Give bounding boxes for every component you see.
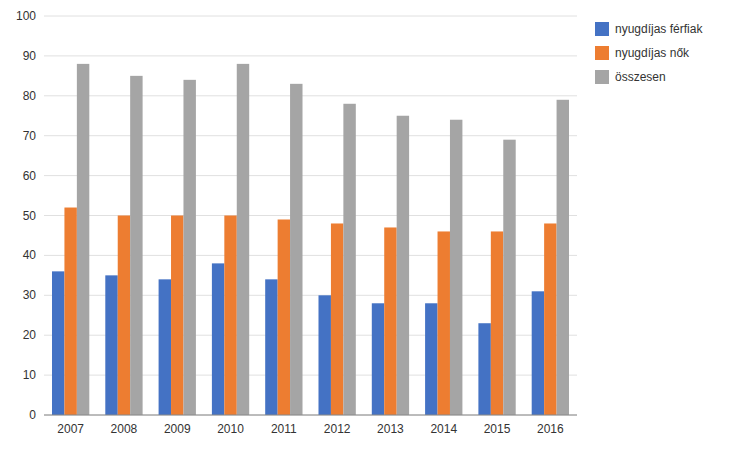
bar <box>265 279 277 415</box>
grid-line <box>44 95 577 96</box>
bar <box>64 208 76 415</box>
bar <box>450 120 462 415</box>
x-tick-label: 2011 <box>271 422 297 436</box>
grid-line <box>44 135 577 136</box>
y-axis: 0 10 20 30 40 50 60 70 80 90 100 <box>16 9 577 422</box>
bar <box>438 231 450 415</box>
bar <box>425 303 437 415</box>
bar <box>532 291 544 415</box>
y-tick-label: 100 <box>16 9 36 23</box>
bar <box>343 104 355 415</box>
bar <box>212 263 224 415</box>
legend-swatch <box>595 70 609 84</box>
legend-swatch <box>595 22 609 36</box>
chart-container: 0102030405060708090100200720082009201020… <box>0 0 752 451</box>
bar <box>118 216 130 416</box>
x-axis-line <box>44 415 577 416</box>
x-axis: 2007 2008 2009 2010 2011 2012 2013 2014 2015 2016 <box>44 415 577 436</box>
y-tick-label: 80 <box>23 89 37 103</box>
bar <box>224 216 236 416</box>
bar <box>478 323 490 415</box>
x-tick-label: 2013 <box>377 422 404 436</box>
grid-line <box>44 55 577 56</box>
bar <box>130 76 142 415</box>
legend-label: nyugdíjas nők <box>615 46 690 60</box>
bar <box>290 84 302 415</box>
x-tick-label: 2016 <box>537 422 564 436</box>
bar <box>331 223 343 415</box>
chart: 0102030405060708090100200720082009201020… <box>0 0 752 451</box>
grid-line <box>44 415 577 416</box>
x-tick-label: 2010 <box>217 422 244 436</box>
bar <box>384 227 396 415</box>
legend-label: nyugdíjas férfiak <box>615 22 703 36</box>
bar <box>52 271 64 415</box>
x-tick-label: 2007 <box>57 422 84 436</box>
y-tick-label: 0 <box>29 408 36 422</box>
bar <box>557 100 569 415</box>
bar <box>237 64 249 415</box>
y-tick-label: 10 <box>23 368 37 382</box>
bar <box>183 80 195 415</box>
x-tick-label: 2008 <box>111 422 138 436</box>
y-tick-label: 40 <box>23 248 37 262</box>
bar <box>105 275 117 415</box>
bar <box>318 295 330 415</box>
bar <box>159 279 171 415</box>
bar <box>372 303 384 415</box>
legend: nyugdíjas férfiak nyugdíjas nők összesen <box>595 22 703 84</box>
bar <box>503 140 515 415</box>
bar <box>397 116 409 415</box>
y-tick-label: 60 <box>23 169 37 183</box>
x-tick-label: 2012 <box>324 422 351 436</box>
y-tick-label: 90 <box>23 49 37 63</box>
x-tick-label: 2014 <box>430 422 457 436</box>
x-tick-label: 2015 <box>484 422 511 436</box>
bar <box>77 64 89 415</box>
legend-label: összesen <box>615 70 666 84</box>
y-tick-label: 70 <box>23 129 37 143</box>
bar <box>171 216 183 416</box>
y-tick-label: 30 <box>23 288 37 302</box>
bar <box>544 223 556 415</box>
y-tick-label: 50 <box>23 209 37 223</box>
bar <box>491 231 503 415</box>
y-tick-label: 20 <box>23 328 37 342</box>
legend-swatch <box>595 46 609 60</box>
bars <box>52 64 569 415</box>
bar <box>278 219 290 415</box>
grid-line <box>44 175 577 176</box>
x-tick-label: 2009 <box>164 422 191 436</box>
grid-line <box>44 16 577 17</box>
